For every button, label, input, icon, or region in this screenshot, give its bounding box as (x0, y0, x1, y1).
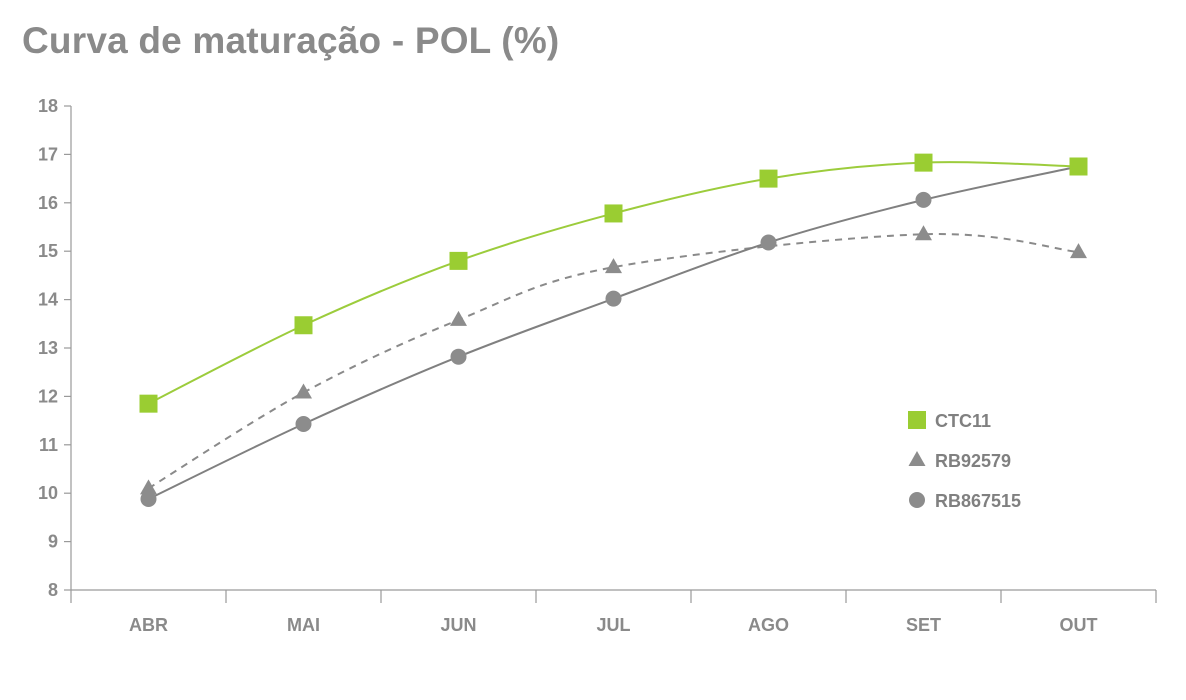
point-rb92579-jun (450, 310, 467, 326)
x-tick-label-abr: ABR (129, 615, 168, 635)
y-tick-label-11: 11 (39, 435, 58, 455)
x-tick-label-mai: MAI (287, 615, 320, 635)
point-ctc11-jun (449, 251, 468, 270)
legend: CTC11 RB92579 RB867515 (908, 411, 1021, 511)
legend-item-ctc11: CTC11 (908, 411, 991, 431)
y-tick-label-17: 17 (38, 144, 58, 164)
legend-label-ctc11: CTC11 (935, 411, 991, 431)
y-tick-label-14: 14 (38, 290, 58, 310)
point-ctc11-mai (294, 316, 313, 335)
y-tick-label-9: 9 (48, 532, 58, 552)
legend-item-rb92579: RB92579 (908, 451, 1011, 471)
point-rb92579-set (915, 225, 932, 241)
x-tick-label-set: SET (906, 615, 941, 635)
point-ctc11-set (914, 153, 933, 172)
y-tick-label-8: 8 (48, 580, 58, 600)
x-tick-label-jul: JUL (596, 615, 630, 635)
y-tick-label-10: 10 (38, 483, 58, 503)
legend-label-rb92579: RB92579 (935, 451, 1011, 471)
legend-item-rb867515: RB867515 (909, 491, 1021, 511)
y-tick-label-12: 12 (38, 386, 58, 406)
point-rb867515-abr (140, 491, 157, 508)
y-tick-label-13: 13 (38, 338, 58, 358)
point-ctc11-jul (604, 204, 623, 223)
markers-layer (139, 153, 1088, 508)
series-line-rb92579 (147, 233, 1079, 490)
point-rb867515-ago (760, 234, 777, 251)
legend-marker-rb92579 (908, 451, 926, 466)
point-rb92579-abr (140, 479, 157, 495)
axes: 8 9 10 11 12 13 14 15 16 17 18 ABR MAI JUN JUL AGO SET OU… (38, 96, 1157, 635)
x-tick-label-jun: JUN (440, 615, 476, 635)
y-tick-label-16: 16 (38, 193, 58, 213)
point-rb867515-jul (605, 290, 622, 307)
y-tick-label-18: 18 (38, 96, 58, 116)
point-ctc11-ago (759, 169, 778, 188)
point-rb92579-out (1070, 243, 1087, 259)
legend-marker-rb867515 (909, 492, 925, 508)
point-rb92579-jul (605, 258, 622, 274)
point-rb867515-mai (295, 415, 312, 432)
y-tick-label-15: 15 (38, 241, 58, 261)
point-rb867515-jun (450, 348, 467, 365)
legend-marker-ctc11 (908, 411, 926, 429)
chart-title: Curva de maturação - POL (%) (22, 20, 560, 61)
x-tick-label-out: OUT (1060, 615, 1098, 635)
legend-label-rb867515: RB867515 (935, 491, 1021, 511)
x-tick-label-ago: AGO (748, 615, 789, 635)
point-ctc11-out (1069, 157, 1088, 176)
series-line-ctc11 (148, 161, 1079, 405)
point-rb867515-set (915, 191, 932, 208)
point-rb92579-mai (295, 383, 312, 399)
point-ctc11-abr (139, 394, 158, 413)
